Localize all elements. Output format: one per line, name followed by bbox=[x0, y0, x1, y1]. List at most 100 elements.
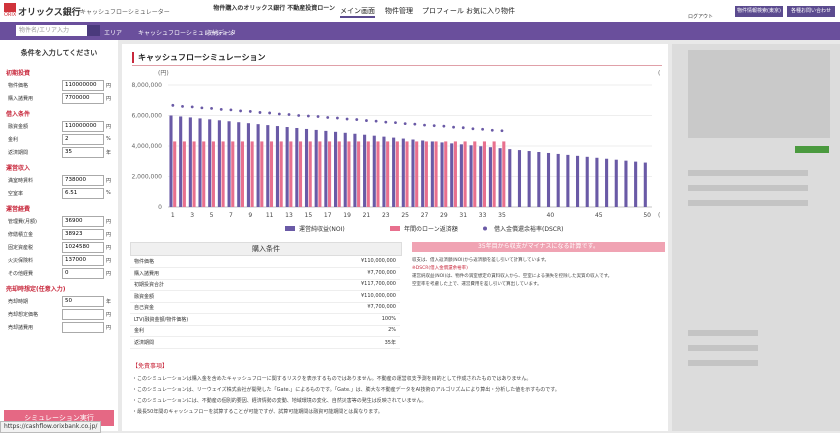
field-input[interactable]: 7700000 bbox=[62, 93, 104, 104]
search-box[interactable]: 物件名/エリア入力 bbox=[16, 25, 87, 36]
x-tick-label: 27 bbox=[421, 212, 429, 219]
field-unit: 円 bbox=[106, 219, 112, 225]
table-row-value: ¥110,000,000 bbox=[361, 292, 396, 299]
table-title: 購入条件 bbox=[130, 242, 402, 256]
bar bbox=[266, 125, 270, 207]
legend-label: 年間のローン返済額 bbox=[404, 225, 458, 233]
field-input[interactable]: 38923 bbox=[62, 229, 104, 240]
nav-item[interactable]: 物件管理 bbox=[385, 7, 413, 15]
field-input[interactable]: 35 bbox=[62, 147, 104, 158]
dot bbox=[394, 121, 397, 125]
status-url: https://cashflow.orixbank.co.jp/ bbox=[0, 421, 102, 433]
field-label: 物件価格 bbox=[8, 83, 29, 89]
title-rule bbox=[132, 65, 662, 66]
table-row-label: 初期投資合計 bbox=[134, 282, 165, 288]
nav-item[interactable]: プロフィール bbox=[422, 7, 464, 15]
x-tick-label: 33 bbox=[479, 212, 487, 219]
nav-item[interactable]: メイン画面 bbox=[340, 6, 375, 18]
y-tick-label: 6,000,000 bbox=[131, 113, 162, 120]
ad-tag bbox=[795, 146, 829, 153]
field-input[interactable]: 0 bbox=[62, 268, 104, 279]
table-rule bbox=[130, 290, 400, 291]
field-input[interactable]: 738000 bbox=[62, 175, 104, 186]
table-row-label: 物件価格 bbox=[134, 259, 155, 265]
header-button[interactable]: 各種お問い合わせ bbox=[787, 6, 835, 17]
field-input[interactable]: 110000000 bbox=[62, 80, 104, 91]
nav-item[interactable]: お気に入り物件 bbox=[466, 7, 515, 15]
y-unit: (円) bbox=[158, 70, 169, 77]
bar bbox=[337, 141, 341, 207]
field-input[interactable]: 1024580 bbox=[62, 242, 104, 253]
disclaimer-line: ・最長50年間のキャッシュフローを試算することが可能ですが、試算可能期間は融資可… bbox=[132, 409, 383, 415]
bar bbox=[444, 141, 448, 207]
field-label: 固定資産税 bbox=[8, 245, 34, 251]
dot bbox=[277, 112, 281, 116]
bar bbox=[614, 159, 618, 207]
dot bbox=[384, 120, 388, 124]
note: 運営純収益(NOI)は、物件の満室想定の賃料収入から、空室による損失を控除した実… bbox=[412, 274, 613, 279]
table-rule bbox=[130, 313, 400, 314]
dot bbox=[229, 108, 233, 112]
dot bbox=[258, 111, 262, 114]
dot bbox=[171, 103, 175, 107]
bar bbox=[256, 124, 260, 207]
bar bbox=[227, 121, 231, 207]
main-title: キャッシュフローシミュレーション bbox=[138, 53, 266, 62]
x-tick-label: 31 bbox=[459, 212, 467, 219]
field-unit: 円 bbox=[106, 258, 112, 264]
field-unit: 年 bbox=[106, 150, 112, 156]
dot bbox=[306, 114, 310, 118]
bar bbox=[450, 143, 454, 207]
bar bbox=[324, 130, 328, 207]
x-tick-label: 1 bbox=[171, 212, 175, 219]
bar bbox=[198, 118, 202, 207]
field-unit: 円 bbox=[106, 232, 112, 238]
field-unit: 年 bbox=[106, 299, 112, 305]
dot bbox=[316, 115, 320, 118]
field-input[interactable]: 110000000 bbox=[62, 121, 104, 132]
field-input[interactable]: 2 bbox=[62, 134, 104, 145]
field-input[interactable]: 36900 bbox=[62, 216, 104, 227]
bar bbox=[231, 141, 235, 207]
field-unit: 円 bbox=[106, 178, 112, 184]
bar bbox=[595, 157, 599, 207]
disclaimer-line: ・このシミュレーションは、リーウェイズ株式会社が開発した「Gate.」によるもの… bbox=[132, 387, 560, 393]
bar bbox=[221, 141, 225, 207]
bar bbox=[392, 137, 396, 207]
tab[interactable]: 収納データ bbox=[206, 30, 237, 37]
x-tick-label: 15 bbox=[305, 212, 313, 219]
dot bbox=[490, 128, 494, 132]
dot bbox=[374, 119, 378, 123]
dot bbox=[190, 105, 194, 109]
title-accent bbox=[132, 52, 134, 63]
field-input[interactable] bbox=[62, 322, 104, 333]
bar bbox=[624, 160, 628, 207]
y-tick-label: 8,000,000 bbox=[131, 82, 162, 89]
bar bbox=[314, 129, 318, 207]
field-input[interactable]: 50 bbox=[62, 296, 104, 307]
table-row-label: 返済期間 bbox=[134, 339, 155, 346]
field-input[interactable]: 137000 bbox=[62, 255, 104, 266]
table-row-label: 自己資金 bbox=[134, 305, 155, 311]
dot bbox=[471, 127, 475, 131]
ad-text-placeholder bbox=[688, 345, 758, 351]
legend-swatch bbox=[285, 226, 295, 231]
tab[interactable]: エリア bbox=[104, 30, 123, 37]
bar bbox=[260, 141, 264, 207]
bar bbox=[386, 141, 390, 207]
logout[interactable]: ログアウト bbox=[688, 14, 714, 20]
bar bbox=[537, 152, 541, 207]
field-input[interactable]: 6.51 bbox=[62, 188, 104, 199]
field-unit: 円 bbox=[106, 271, 112, 277]
bar bbox=[237, 122, 241, 207]
header-button[interactable]: 物件情報検索(東京) bbox=[735, 6, 783, 17]
x-tick-label: 23 bbox=[382, 212, 390, 219]
field-input[interactable] bbox=[62, 309, 104, 320]
bar bbox=[488, 147, 492, 207]
x-tick-label: 40 bbox=[547, 212, 555, 219]
bar bbox=[440, 142, 444, 207]
bar bbox=[304, 128, 309, 207]
field-label: 金利 bbox=[8, 137, 19, 143]
tab[interactable]: キャッシュフローシミュレーション bbox=[138, 30, 234, 37]
